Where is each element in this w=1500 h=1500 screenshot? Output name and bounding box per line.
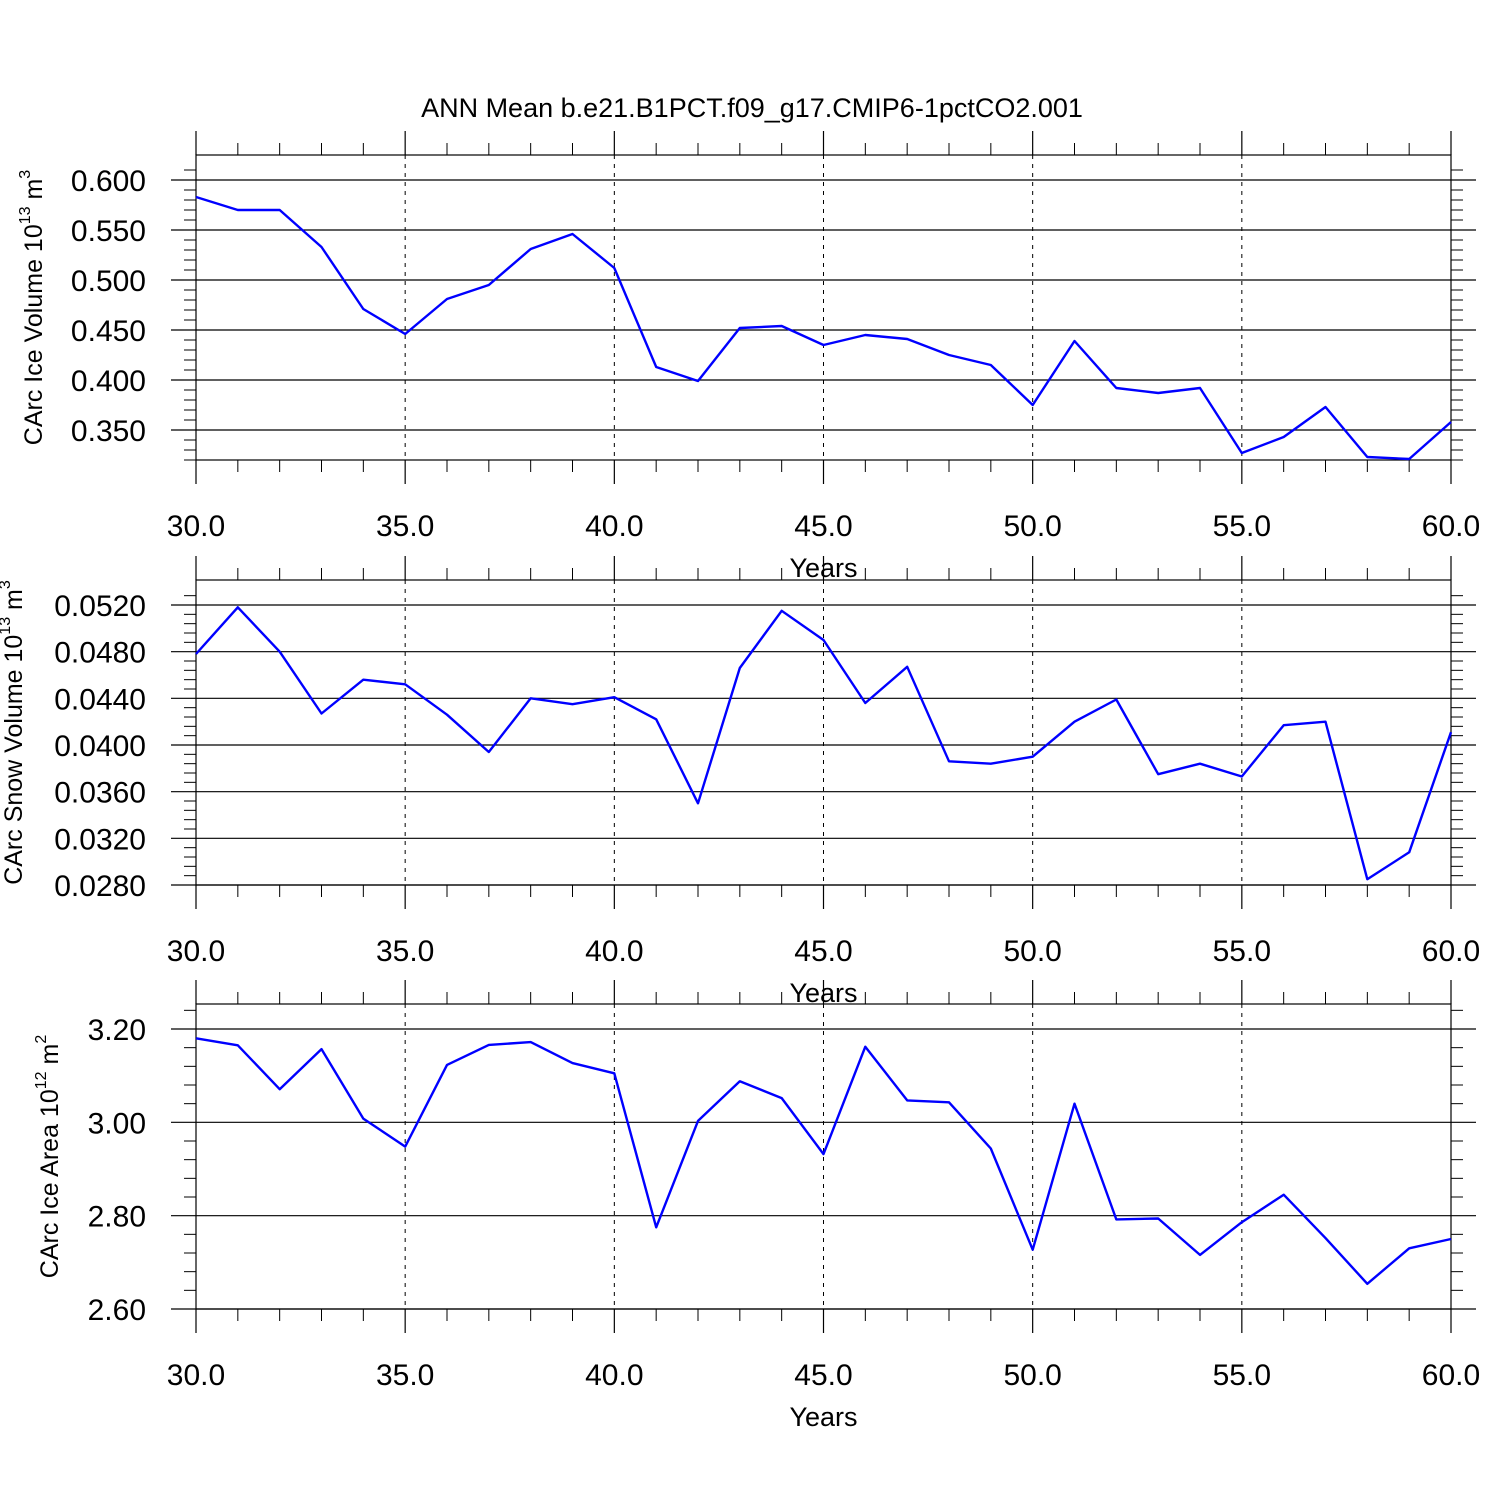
ice-area-panel: 30.0 35.0 40.0 45.0 50.0 55.0 60.0 2.60 2.80 3.00… bbox=[33, 980, 1480, 1432]
ice-volume-series-line bbox=[195, 195, 1452, 461]
ice-area-ytick-label-1: 2.80 bbox=[88, 1201, 146, 1234]
ice-area-xtick-label-4: 50.0 bbox=[1003, 1359, 1061, 1392]
ice-volume-ytick-label-2: 0.450 bbox=[71, 315, 146, 348]
snow-volume-ytick-label-2: 0.0360 bbox=[54, 777, 146, 810]
snow-volume-xtick-label-4: 50.0 bbox=[1003, 935, 1061, 968]
snow-volume-ytick-label-1: 0.0320 bbox=[54, 823, 146, 856]
ice-volume-xtick-label-5: 55.0 bbox=[1213, 510, 1271, 543]
ice-volume-yaxis-label: CArc Ice Volume 1013 m3 bbox=[17, 170, 48, 446]
ice-area-ytick-label-2: 3.00 bbox=[88, 1107, 146, 1140]
ice-volume-xtick-label-6: 60.0 bbox=[1422, 510, 1480, 543]
ice-volume-xtick-label-4: 50.0 bbox=[1003, 510, 1061, 543]
chart-title: ANN Mean b.e21.B1PCT.f09_g17.CMIP6-1pctC… bbox=[421, 93, 1083, 123]
ice-area-xtick-label-6: 60.0 bbox=[1422, 1359, 1480, 1392]
ice-volume-ytick-label-1: 0.400 bbox=[71, 365, 146, 398]
snow-volume-ytick-label-5: 0.0480 bbox=[54, 637, 146, 670]
ice-volume-ytick-label-0: 0.350 bbox=[71, 415, 146, 448]
snow-volume-xtick-label-2: 40.0 bbox=[585, 935, 643, 968]
ice-area-xtick-label-3: 45.0 bbox=[794, 1359, 852, 1392]
ice-volume-panel: 30.0 35.0 40.0 45.0 50.0 55.0 60.0 0.350 0.400 0.… bbox=[17, 131, 1480, 583]
snow-volume-xtick-label-1: 35.0 bbox=[376, 935, 434, 968]
ice-area-xtick-label-0: 30.0 bbox=[167, 1359, 225, 1392]
ice-volume-xtick-label-3: 45.0 bbox=[794, 510, 852, 543]
snow-volume-ytick-label-3: 0.0400 bbox=[54, 730, 146, 763]
snow-volume-ytick-label-6: 0.0520 bbox=[54, 590, 146, 623]
ice-area-xaxis-label: Years bbox=[789, 1402, 857, 1432]
ice-area-ytick-label-0: 2.60 bbox=[88, 1294, 146, 1327]
ice-volume-xtick-label-1: 35.0 bbox=[376, 510, 434, 543]
snow-volume-xtick-label-5: 55.0 bbox=[1213, 935, 1271, 968]
ice-volume-ytick-label-5: 0.600 bbox=[71, 165, 146, 198]
ice-area-yaxis-label: CArc Ice Area 1012 m2 bbox=[33, 1035, 64, 1279]
ice-area-ytick-label-3: 3.20 bbox=[88, 1014, 146, 1047]
ice-area-xtick-label-1: 35.0 bbox=[376, 1359, 434, 1392]
ice-area-xtick-label-2: 40.0 bbox=[585, 1359, 643, 1392]
ice-volume-xtick-label-2: 40.0 bbox=[585, 510, 643, 543]
snow-volume-ytick-label-4: 0.0440 bbox=[54, 683, 146, 716]
ice-area-series-line bbox=[195, 1037, 1452, 1286]
snow-volume-series-line bbox=[195, 606, 1453, 881]
snow-volume-panel: 30.0 35.0 40.0 45.0 50.0 55.0 60.0 0.0280 0.0320… bbox=[0, 556, 1480, 1008]
snow-volume-xtick-label-0: 30.0 bbox=[167, 935, 225, 968]
snow-volume-ytick-label-0: 0.0280 bbox=[54, 870, 146, 903]
ice-volume-ytick-label-4: 0.550 bbox=[71, 215, 146, 248]
ice-volume-ytick-label-3: 0.500 bbox=[71, 265, 146, 298]
snow-volume-xtick-label-3: 45.0 bbox=[794, 935, 852, 968]
ice-volume-xtick-label-0: 30.0 bbox=[167, 510, 225, 543]
snow-volume-xtick-label-6: 60.0 bbox=[1422, 935, 1480, 968]
snow-volume-yaxis-label: CArc Snow Volume 1013 m3 bbox=[0, 580, 28, 885]
ice-area-xtick-label-5: 55.0 bbox=[1213, 1359, 1271, 1392]
